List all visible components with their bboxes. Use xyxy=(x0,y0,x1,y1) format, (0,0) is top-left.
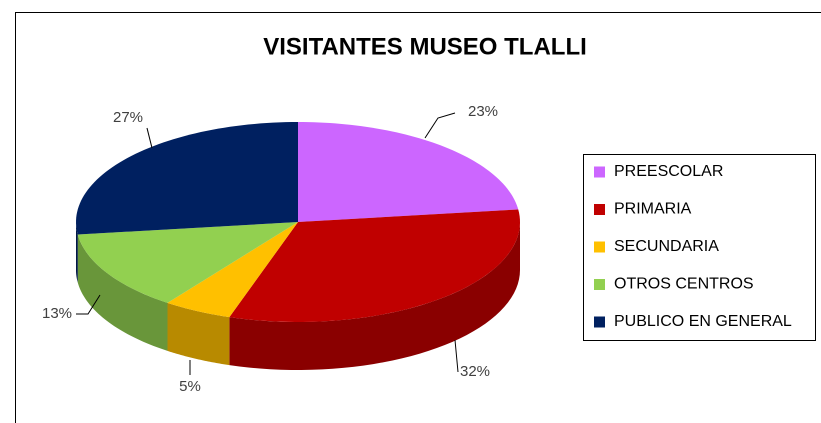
leader-line xyxy=(454,339,459,373)
data-label: 23% xyxy=(468,103,498,120)
pie-slice xyxy=(298,122,519,222)
legend-swatch xyxy=(594,166,605,178)
legend-box xyxy=(583,154,816,341)
legend-label: PUBLICO EN GENERAL xyxy=(614,313,792,330)
pie-slice xyxy=(167,222,298,318)
pie-side xyxy=(167,302,230,366)
data-label: 5% xyxy=(179,378,201,395)
legend-label: PREESCOLAR xyxy=(614,163,723,180)
data-label: 27% xyxy=(113,109,143,126)
pie-slice xyxy=(76,122,299,235)
legend-label: SECUNDARIA xyxy=(614,238,719,255)
leader-line xyxy=(76,294,101,315)
leader-line xyxy=(146,127,153,149)
data-label: 32% xyxy=(460,363,490,380)
pie-slice xyxy=(77,222,298,303)
legend-label: PRIMARIA xyxy=(614,201,692,218)
pie-slice xyxy=(229,209,520,322)
pie-side xyxy=(229,222,520,370)
legend-swatch xyxy=(594,241,605,253)
pie-side xyxy=(76,222,78,283)
legend-swatch xyxy=(594,279,605,290)
legend-swatch xyxy=(594,204,605,215)
legend-label: OTROS CENTROS xyxy=(614,276,754,293)
pie-side xyxy=(77,234,168,351)
chart-title: VISITANTES MUSEO TLALLI xyxy=(263,33,587,60)
leader-line xyxy=(424,112,456,139)
legend-swatch xyxy=(594,316,605,328)
data-label: 13% xyxy=(42,305,72,322)
